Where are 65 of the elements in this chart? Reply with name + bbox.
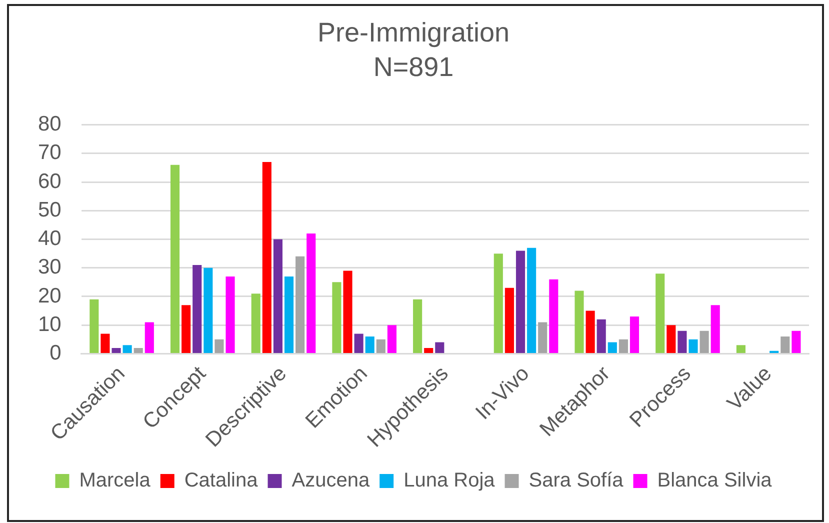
bar — [376, 339, 386, 353]
bar — [112, 348, 121, 353]
bar — [204, 268, 213, 353]
bar — [596, 319, 606, 353]
legend-label: Catalina — [184, 470, 259, 492]
legend-label: Blanca Silvia — [657, 470, 773, 492]
chart-title: Pre-Immigration — [317, 18, 510, 48]
bar — [666, 325, 676, 353]
y-tick-label: 10 — [38, 312, 62, 336]
bar — [170, 164, 180, 353]
bar — [192, 265, 202, 353]
bar — [549, 279, 558, 353]
bar — [538, 322, 548, 353]
y-tick-label: 40 — [38, 227, 62, 250]
bar — [273, 239, 282, 353]
bar — [214, 339, 224, 353]
bar — [574, 290, 584, 353]
bar — [527, 248, 536, 353]
y-tick-label: 50 — [38, 198, 62, 222]
bar — [792, 330, 801, 353]
bar — [387, 325, 396, 353]
y-tick-label: 60 — [38, 170, 62, 193]
bar — [122, 345, 132, 353]
bar — [413, 299, 422, 353]
bar — [182, 305, 191, 353]
bar — [332, 282, 342, 353]
bar — [100, 334, 110, 353]
bar — [365, 336, 374, 353]
bar — [656, 274, 665, 353]
bar — [780, 336, 790, 353]
legend-label: Luna Roja — [404, 470, 496, 492]
bar — [586, 310, 595, 353]
y-tick-label: 20 — [38, 284, 62, 308]
bar — [630, 316, 640, 353]
bar — [678, 330, 687, 353]
bar — [354, 334, 364, 353]
y-tick-label: 80 — [38, 112, 62, 136]
bar — [296, 256, 305, 353]
bar — [494, 254, 503, 353]
bar — [306, 234, 316, 353]
bar — [435, 342, 444, 353]
legend-label: Marcela — [79, 470, 152, 492]
bar — [144, 322, 154, 353]
bar — [343, 270, 352, 353]
y-tick-label: 30 — [38, 256, 62, 279]
bar — [608, 342, 617, 353]
bar — [688, 339, 698, 353]
bar — [710, 305, 720, 353]
bar — [504, 288, 514, 353]
bar — [90, 299, 99, 353]
bar — [226, 276, 235, 353]
legend-label: Sara Sofía — [528, 470, 624, 492]
legend-label: Azucena — [292, 470, 370, 492]
bar — [618, 339, 628, 353]
y-tick-label: 70 — [38, 141, 62, 164]
bar — [736, 345, 746, 353]
y-tick-label: 0 — [50, 342, 62, 365]
bar — [424, 348, 434, 353]
chart-subtitle: N=891 — [373, 52, 454, 82]
bar — [251, 294, 260, 353]
bar — [134, 348, 143, 353]
bar — [262, 162, 272, 353]
bar — [284, 276, 294, 353]
bar — [516, 250, 526, 353]
bar — [700, 330, 709, 353]
